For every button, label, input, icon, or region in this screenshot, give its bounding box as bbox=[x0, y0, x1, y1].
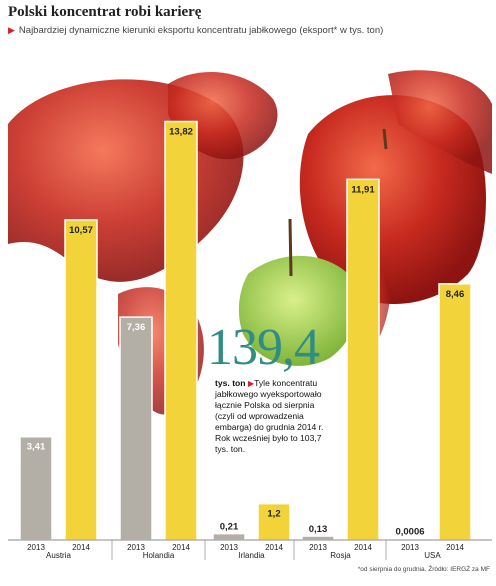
bar-holandia-2013 bbox=[119, 316, 153, 541]
year-label-holandia-2013: 2013 bbox=[127, 543, 145, 552]
bar-usa-2014 bbox=[438, 283, 472, 541]
bar-austria-2014 bbox=[64, 219, 98, 541]
triangle-marker-icon: ▶ bbox=[8, 25, 15, 35]
chart-title: Polski koncentrat robi karierę bbox=[8, 4, 202, 20]
year-label-austria-2013: 2013 bbox=[27, 543, 45, 552]
category-label-rosja: Rosja bbox=[330, 551, 351, 560]
highlight-value: 139,4 bbox=[207, 319, 320, 376]
data-label-holandia-2014: 13,82 bbox=[169, 127, 193, 138]
year-label-rosja-2014: 2014 bbox=[354, 543, 372, 552]
data-label-irlandia-2013: 0,21 bbox=[220, 522, 239, 533]
bar-holandia-2014 bbox=[164, 120, 198, 541]
subtitle-text: Najbardziej dynamiczne kierunki eksportu… bbox=[18, 25, 384, 36]
year-label-irlandia-2013: 2013 bbox=[220, 543, 238, 552]
data-label-irlandia-2014: 1,2 bbox=[267, 509, 280, 520]
labels-layer: 3,41 10,57 7,36 13,82 0,21 1,2 0,13 11,91 0,0006… bbox=[27, 127, 465, 538]
data-label-usa-2013: 0,0006 bbox=[395, 527, 424, 538]
footnote: *od sierpnia do grudnia. Źródło: IERGŻ z… bbox=[357, 566, 490, 573]
bar-rosja-2013 bbox=[301, 535, 335, 541]
data-label-holandia-2013: 7,36 bbox=[127, 322, 146, 333]
bars-layer bbox=[19, 120, 472, 541]
data-label-rosja-2014: 11,91 bbox=[351, 184, 375, 195]
chart-canvas: 3,41 10,57 7,36 13,82 0,21 1,2 0,13 11,91 0,0006… bbox=[8, 70, 492, 560]
year-label-irlandia-2014: 2014 bbox=[265, 543, 283, 552]
year-label-usa-2014: 2014 bbox=[446, 543, 464, 552]
bar-irlandia-2014 bbox=[257, 502, 291, 541]
year-label-usa-2013: 2013 bbox=[401, 543, 419, 552]
data-label-austria-2014: 10,57 bbox=[69, 225, 93, 236]
bar-austria-2013 bbox=[19, 435, 53, 541]
category-label-austria: Austria bbox=[46, 551, 71, 560]
highlight-text: Tyle koncentratu jabłkowego wyeksportowa… bbox=[215, 378, 324, 454]
category-label-irlandia: Irlandia bbox=[238, 551, 265, 560]
highlight-unit: tys. ton bbox=[215, 378, 246, 388]
data-label-austria-2013: 3,41 bbox=[27, 442, 46, 453]
data-label-rosja-2013: 0,13 bbox=[309, 524, 328, 535]
bar-rosja-2014 bbox=[346, 178, 380, 541]
category-label-usa: USA bbox=[424, 551, 441, 560]
bar-irlandia-2013 bbox=[212, 532, 246, 541]
year-label-holandia-2014: 2014 bbox=[172, 543, 190, 552]
year-label-austria-2014: 2014 bbox=[72, 543, 90, 552]
data-label-usa-2014: 8,46 bbox=[446, 289, 465, 300]
triangle-marker-icon: ▶ bbox=[247, 379, 255, 388]
category-label-holandia: Holandia bbox=[143, 551, 175, 560]
highlight-note: tys. ton ▶Tyle koncentratu jabłkowego wy… bbox=[215, 378, 333, 455]
year-label-rosja-2013: 2013 bbox=[309, 543, 327, 552]
chart-subtitle: ▶ Najbardziej dynamiczne kierunki eksport… bbox=[8, 25, 383, 36]
